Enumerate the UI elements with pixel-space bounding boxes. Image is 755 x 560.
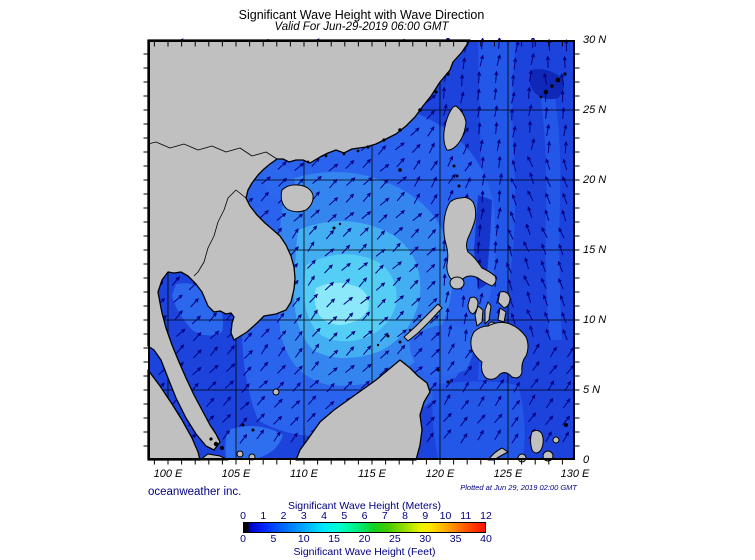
legend-meters-tick: 5 [341, 510, 348, 522]
page-title: Significant Wave Height with Wave Direct… [238, 8, 485, 22]
lon-label: 100 E [153, 468, 183, 480]
legend-meters-tick: 4 [321, 510, 327, 522]
legend-meters-tick: 8 [402, 510, 408, 522]
mindoro-island [449, 276, 465, 290]
legend-meters-tick: 7 [381, 510, 388, 522]
taiwan-island [443, 105, 467, 151]
country-borders [147, 141, 278, 277]
lat-label: 0 [583, 454, 590, 466]
legend-feet-tick: 15 [328, 533, 340, 545]
legend-color-bar [243, 522, 486, 533]
land-layer [147, 39, 568, 463]
lon-label: 110 E [290, 468, 318, 480]
legend-feet-label: Significant Wave Height (Feet) [293, 546, 436, 558]
legend-meters-tick: 12 [480, 510, 492, 522]
negros-island [474, 305, 484, 327]
asia-mainland [147, 39, 471, 451]
hainan-island [280, 184, 314, 213]
bangka-islet [236, 450, 244, 458]
lat-label: 5 N [583, 384, 601, 396]
legend-meters-tick: 3 [300, 510, 307, 522]
legend-meters-tick: 1 [260, 510, 267, 522]
lon-label: 125 E [493, 468, 523, 480]
lon-label: 105 E [221, 468, 251, 480]
legend-meters-tick: 2 [280, 510, 287, 522]
legend-feet-tick: 25 [389, 533, 401, 545]
legend-meters-tick: 11 [460, 510, 472, 522]
legend-meters-tick: 0 [240, 510, 246, 522]
maluku-islet-2 [552, 436, 560, 444]
palawan-island [403, 303, 443, 342]
legend-feet-tick: 5 [270, 533, 277, 545]
legend-feet-tick: 10 [297, 533, 310, 545]
leyte-island [497, 307, 507, 323]
map-frame [143, 40, 580, 465]
legend-meters-tick: 6 [361, 510, 368, 522]
lat-label: 10 N [583, 314, 607, 326]
plotted-at-text: Plotted at Jun 29, 2019 02:00 GMT [460, 483, 577, 492]
legend-feet-tick: 40 [480, 533, 492, 545]
longitude-axis: 100 E 105 E 110 E 115 E 120 E 125 E 130 E [148, 468, 590, 482]
lon-label: 120 E [425, 468, 455, 480]
legend-feet-ticks: 0 5 10 15 20 25 30 35 40 [240, 533, 492, 545]
lat-label: 20 N [583, 174, 607, 186]
legend-meters-tick: 10 [439, 510, 452, 522]
con-son-islet [272, 388, 280, 396]
lon-label: 130 E [560, 468, 590, 480]
cebu-island [484, 301, 492, 325]
samar-island [497, 291, 511, 309]
lon-label: 115 E [358, 468, 386, 480]
halmahera-island [530, 429, 544, 454]
legend-meters-tick: 9 [422, 510, 429, 522]
wave-height-map [143, 38, 580, 465]
legend-feet-tick: 0 [240, 533, 246, 545]
credit-text: oceanweather inc. [148, 486, 242, 498]
lat-label: 30 N [583, 34, 607, 46]
lat-label: 25 N [583, 104, 607, 116]
valid-time-subtitle: Valid For Jun-29-2019 06:00 GMT [274, 21, 449, 33]
island-specks [209, 72, 568, 450]
lat-label: 15 N [583, 244, 607, 256]
legend-feet-tick: 20 [358, 533, 371, 545]
latitude-axis: 30 N 25 N 20 N 15 N 10 N 5 N 0 [583, 34, 643, 466]
legend-feet-tick: 35 [449, 533, 462, 545]
legend-meters-ticks: 0 1 2 3 4 5 6 7 8 9 10 11 12 [240, 510, 492, 522]
mindanao-island [470, 321, 529, 380]
legend-feet-tick: 30 [419, 533, 432, 545]
legend-meters-label: Significant Wave Height (Meters) [287, 500, 442, 512]
luzon-island [443, 197, 497, 287]
